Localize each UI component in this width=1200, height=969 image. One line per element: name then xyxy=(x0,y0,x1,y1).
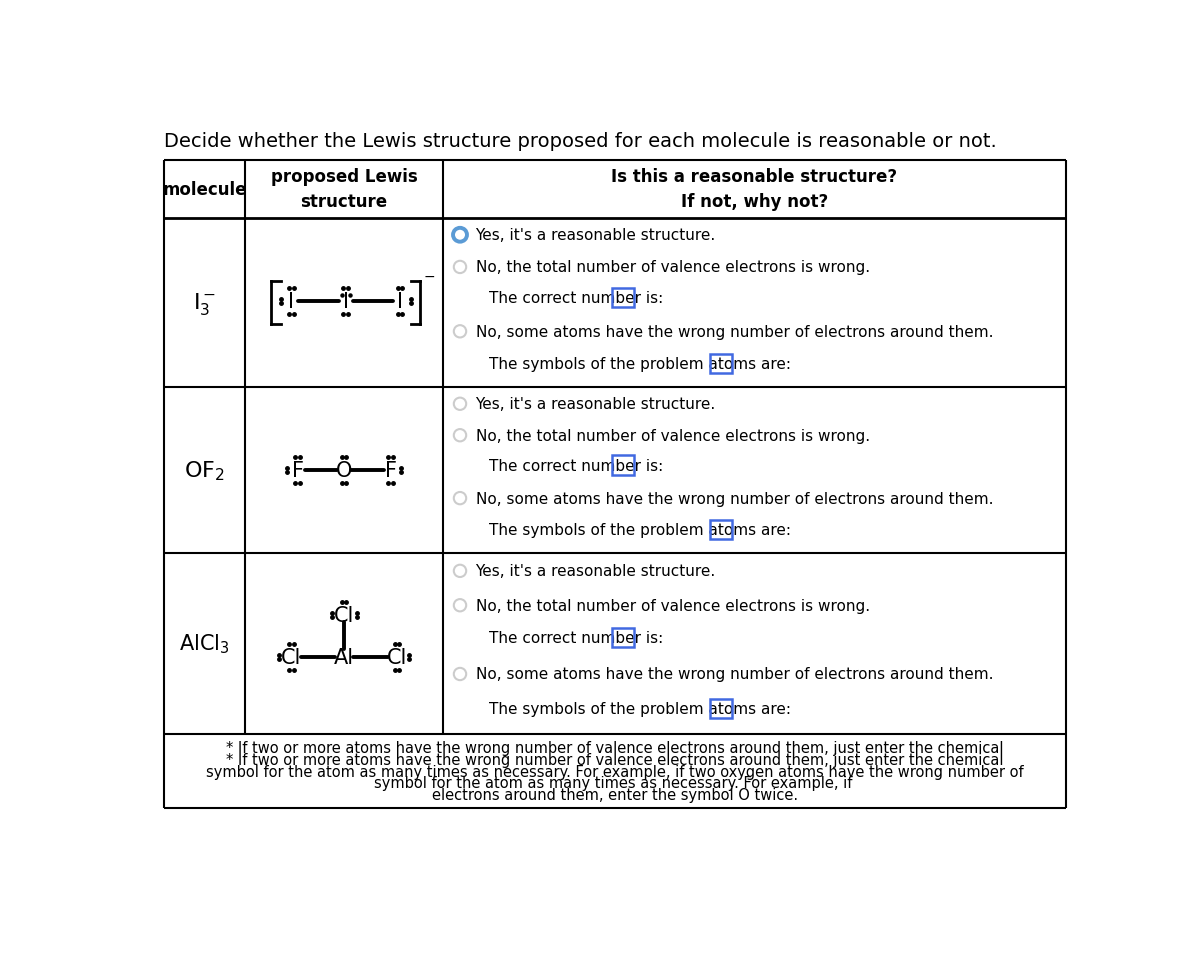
Text: * If two or more atoms have the wrong number of valence electrons around them, j: * If two or more atoms have the wrong nu… xyxy=(227,753,1003,790)
Text: The correct number is:: The correct number is: xyxy=(490,458,664,473)
Text: F: F xyxy=(385,460,397,481)
Text: Cl: Cl xyxy=(281,647,301,668)
Text: Decide whether the Lewis structure proposed for each molecule is reasonable or n: Decide whether the Lewis structure propo… xyxy=(164,132,997,150)
Text: Yes, it's a reasonable structure.: Yes, it's a reasonable structure. xyxy=(475,228,715,243)
Text: molecule: molecule xyxy=(162,181,247,199)
Text: * If two or more atoms have the wrong number of valence electrons around them, j: * If two or more atoms have the wrong nu… xyxy=(206,740,1024,802)
Text: The symbols of the problem atoms are:: The symbols of the problem atoms are: xyxy=(490,702,792,716)
Bar xyxy=(612,629,634,647)
Text: No, some atoms have the wrong number of electrons around them.: No, some atoms have the wrong number of … xyxy=(475,491,994,506)
Text: The symbols of the problem atoms are:: The symbols of the problem atoms are: xyxy=(490,522,792,538)
Text: −: − xyxy=(424,269,436,283)
Text: Cl: Cl xyxy=(334,605,354,625)
Text: I: I xyxy=(343,292,349,312)
Text: Al: Al xyxy=(334,647,354,668)
Text: F: F xyxy=(292,460,304,481)
Text: No, the total number of valence electrons is wrong.: No, the total number of valence electron… xyxy=(475,260,870,275)
Text: $\mathsf{OF}_2$: $\mathsf{OF}_2$ xyxy=(185,458,226,483)
Text: The correct number is:: The correct number is: xyxy=(490,291,664,305)
Text: I: I xyxy=(288,292,294,312)
Text: The correct number is:: The correct number is: xyxy=(490,631,664,645)
Bar xyxy=(710,699,732,718)
Text: $\mathsf{I}_3^-$: $\mathsf{I}_3^-$ xyxy=(193,290,216,316)
Bar xyxy=(612,289,634,308)
Text: I: I xyxy=(397,292,403,312)
Text: The symbols of the problem atoms are:: The symbols of the problem atoms are: xyxy=(490,357,792,371)
Text: No, the total number of valence electrons is wrong.: No, the total number of valence electron… xyxy=(475,598,870,613)
Text: Cl: Cl xyxy=(386,647,407,668)
Bar xyxy=(612,456,634,475)
Text: No, some atoms have the wrong number of electrons around them.: No, some atoms have the wrong number of … xyxy=(475,325,994,339)
Text: No, the total number of valence electrons is wrong.: No, the total number of valence electron… xyxy=(475,428,870,443)
Text: Is this a reasonable structure?
If not, why not?: Is this a reasonable structure? If not, … xyxy=(612,169,898,211)
Bar xyxy=(710,520,732,540)
Text: $\mathsf{AlCl}_3$: $\mathsf{AlCl}_3$ xyxy=(179,632,230,655)
Text: proposed Lewis
structure: proposed Lewis structure xyxy=(271,169,418,211)
Text: No, some atoms have the wrong number of electrons around them.: No, some atoms have the wrong number of … xyxy=(475,667,994,682)
Text: Yes, it's a reasonable structure.: Yes, it's a reasonable structure. xyxy=(475,397,715,412)
Text: Yes, it's a reasonable structure.: Yes, it's a reasonable structure. xyxy=(475,564,715,578)
Bar xyxy=(710,355,732,374)
Text: O: O xyxy=(336,460,353,481)
